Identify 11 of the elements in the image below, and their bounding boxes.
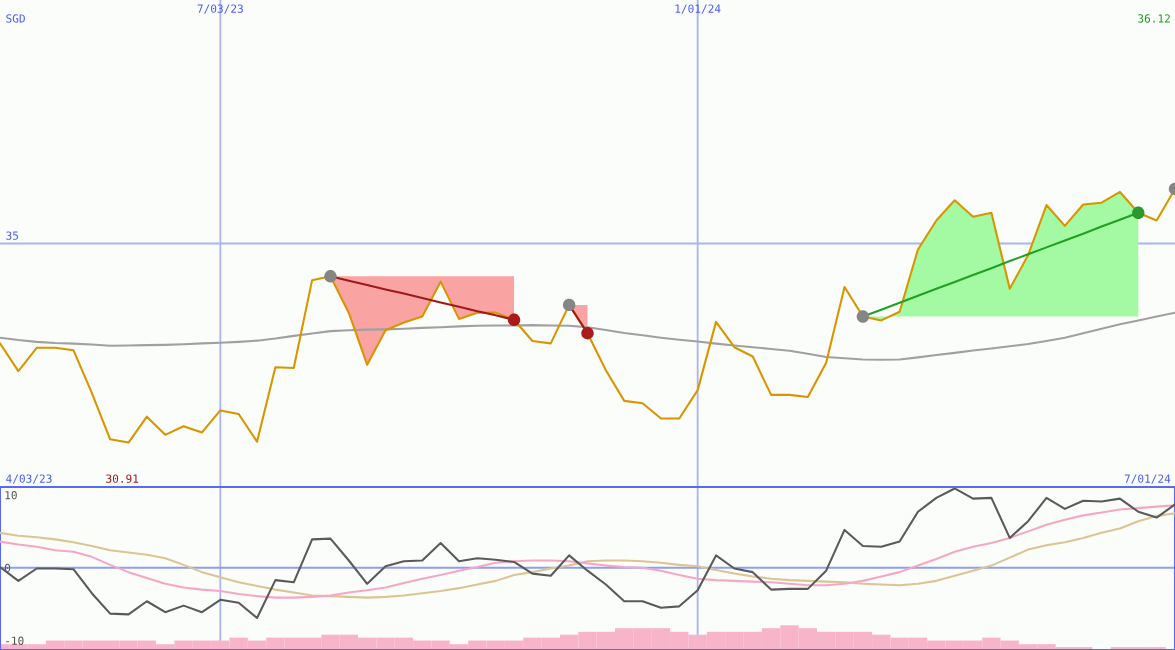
text: 36.12 — [1138, 14, 1170, 23]
y-tick-label: 10 — [5, 491, 17, 500]
y-tick-label: 0 — [4, 563, 11, 573]
annotation: 30.91 — [106, 474, 139, 483]
x-tick-label: 7/03/23 — [197, 4, 243, 14]
text: SGD — [6, 14, 25, 23]
annotation: 35 — [6, 231, 19, 240]
y-tick-label: -10 — [6, 636, 24, 645]
annotation: 7/01/24 — [1124, 474, 1171, 484]
x-tick-label: 1/01/24 — [675, 4, 721, 14]
annotation: 4/03/23 — [6, 474, 52, 484]
